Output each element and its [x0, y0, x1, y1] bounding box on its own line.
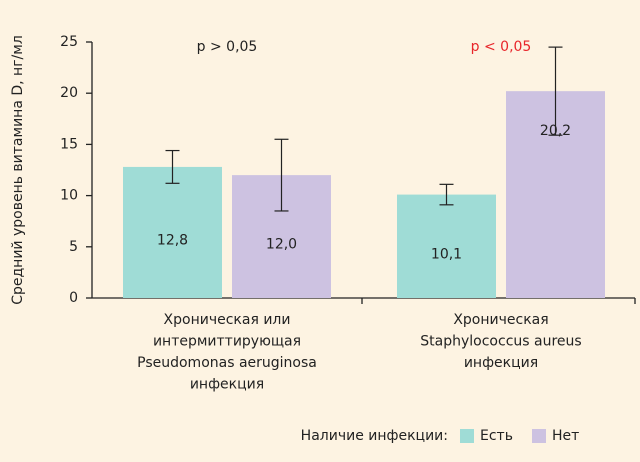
y-tick-label: 0 [69, 290, 78, 306]
y-axis-label: Средний уровень витамина D, нг/мл [10, 35, 26, 305]
x-tick-label: Pseudomonas aeruginosa [137, 355, 317, 371]
bar [123, 166, 222, 298]
value-label: 10,1 [431, 246, 462, 262]
x-tick-label: Хроническая [453, 312, 548, 328]
x-tick-label: инфекция [464, 355, 538, 371]
bar [397, 194, 496, 298]
y-tick-label: 5 [69, 239, 78, 255]
x-tick-label: Хроническая или [164, 312, 291, 328]
y-tick-label: 15 [60, 136, 78, 152]
y-tick-label: 10 [60, 188, 78, 204]
error-bar [439, 183, 454, 206]
error-bar [274, 138, 289, 212]
x-tick-label: инфекция [190, 377, 264, 393]
legend-swatch [532, 429, 546, 443]
y-tick-label: 25 [60, 34, 78, 50]
x-tick-label: Staphylococcus aureus [420, 334, 581, 350]
annotation: p > 0,05 [197, 39, 258, 55]
error-bar [548, 46, 563, 136]
value-label: 20,2 [540, 123, 571, 139]
legend-title: Наличие инфекции: [301, 428, 448, 444]
error-bar [165, 149, 180, 184]
legend-swatch [460, 429, 474, 443]
annotation: p < 0,05 [471, 39, 532, 55]
x-tick-label: интермиттирующая [153, 334, 301, 350]
legend-label: Есть [480, 428, 513, 444]
y-tick-label: 20 [60, 85, 78, 101]
value-label: 12,0 [266, 237, 297, 253]
legend-label: Нет [552, 428, 579, 444]
value-label: 12,8 [157, 232, 188, 248]
